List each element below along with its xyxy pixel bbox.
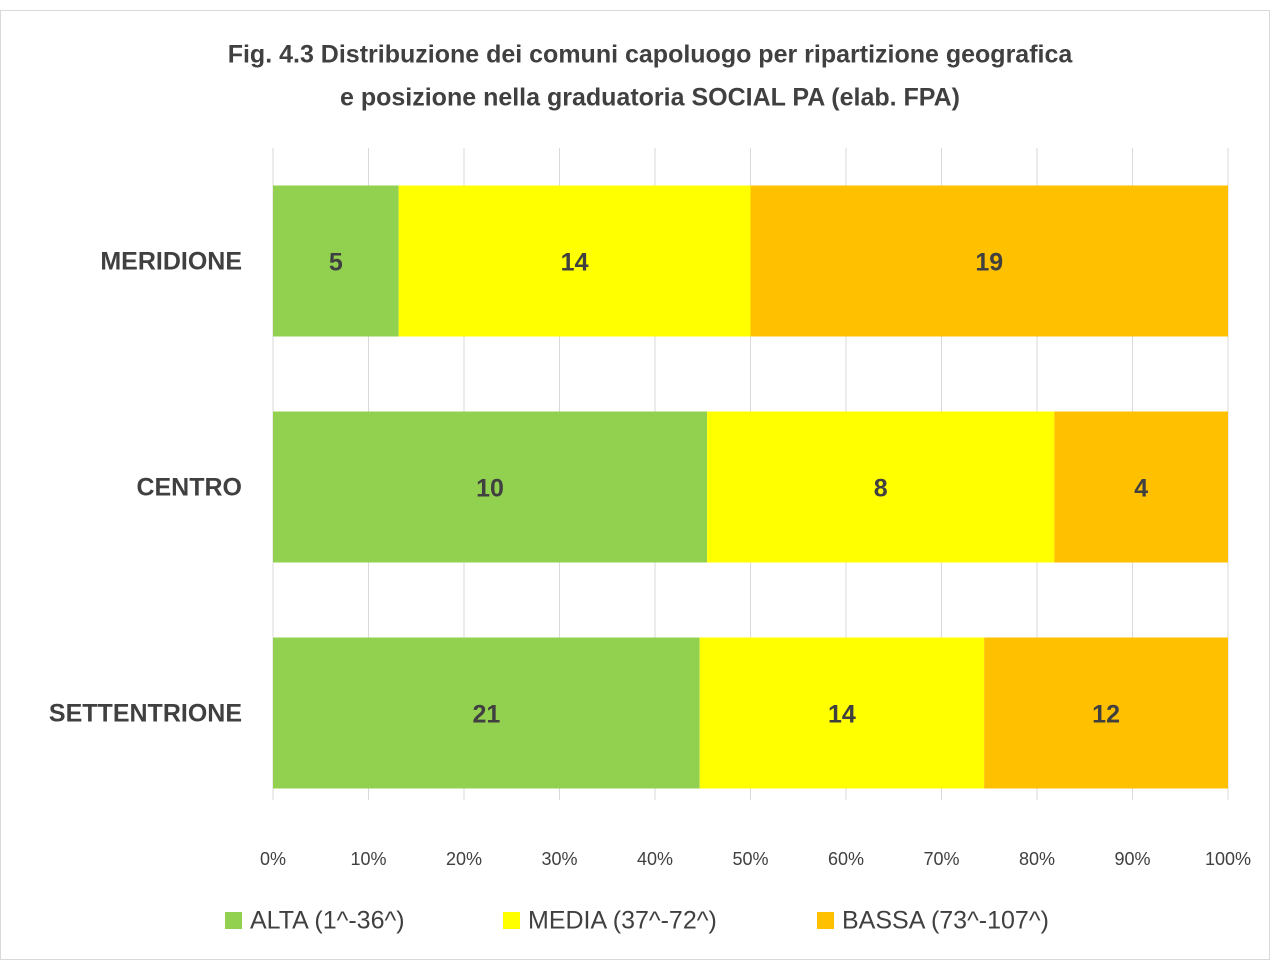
data-label: 14 <box>828 701 856 729</box>
x-tick-label: 0% <box>260 849 286 869</box>
data-label: 12 <box>1092 701 1120 729</box>
bar-segment <box>273 637 700 789</box>
bar-segment <box>273 411 708 563</box>
x-tick-label: 70% <box>923 849 959 869</box>
x-tick-label: 90% <box>1114 849 1150 869</box>
bar-segment <box>273 185 399 337</box>
x-tick-label: 50% <box>732 849 768 869</box>
data-label: 21 <box>472 701 500 729</box>
bar-segment <box>699 637 985 789</box>
x-tick-label: 40% <box>637 849 673 869</box>
legend-label: BASSA (73^-107^) <box>842 907 1049 935</box>
data-label: 10 <box>476 475 504 503</box>
chart-title: Fig. 4.3 Distribuzione dei comuni capolu… <box>228 41 1074 69</box>
data-label: 19 <box>975 249 1003 277</box>
x-tick-label: 10% <box>350 849 386 869</box>
x-tick-label: 60% <box>828 849 864 869</box>
data-label: 4 <box>1134 475 1148 503</box>
y-tick-label: CENTRO <box>136 474 242 502</box>
data-label: 8 <box>874 475 888 503</box>
bar-segment <box>707 411 1055 563</box>
legend-swatch <box>225 912 242 929</box>
bar-segment <box>1054 411 1228 563</box>
legend-label: MEDIA (37^-72^) <box>528 907 717 935</box>
x-tick-label: 100% <box>1205 849 1251 869</box>
legend-swatch <box>503 912 520 929</box>
bar-segment <box>398 185 751 337</box>
legend-swatch <box>817 912 834 929</box>
x-tick-label: 30% <box>541 849 577 869</box>
data-label: 5 <box>329 249 343 277</box>
bar-segment <box>984 637 1228 789</box>
y-tick-label: SETTENTRIONE <box>49 700 242 728</box>
y-tick-label: MERIDIONE <box>100 248 242 276</box>
chart-title: e posizione nella graduatoria SOCIAL PA … <box>340 84 960 112</box>
bar-segment <box>750 185 1228 337</box>
legend-label: ALTA (1^-36^) <box>250 907 405 935</box>
x-tick-label: 20% <box>446 849 482 869</box>
x-tick-label: 80% <box>1019 849 1055 869</box>
data-label: 14 <box>561 249 589 277</box>
